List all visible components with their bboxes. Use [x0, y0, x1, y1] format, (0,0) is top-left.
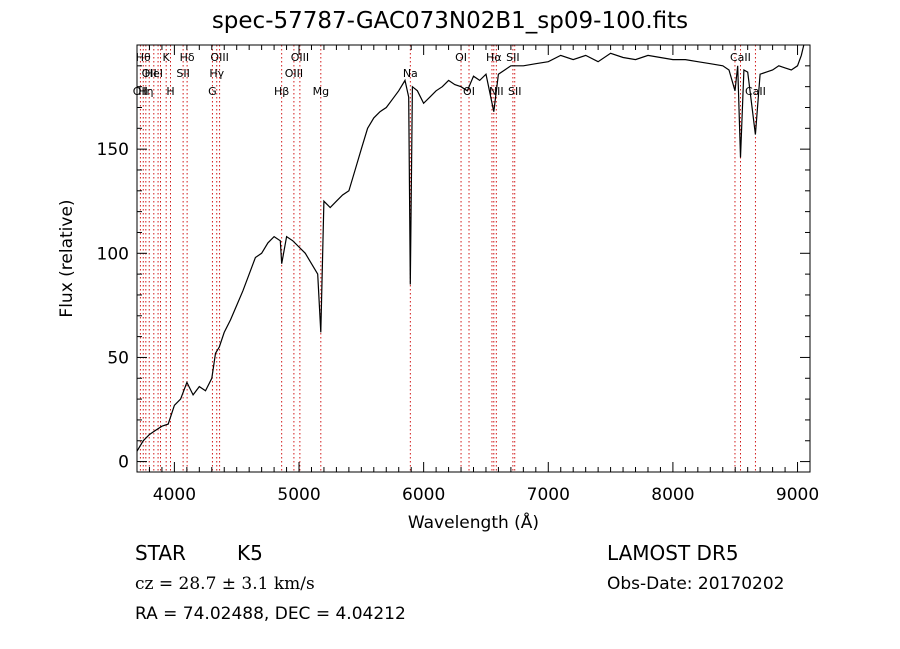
y-tick-label: 150 — [97, 140, 129, 160]
y-tick-label: 100 — [97, 244, 129, 264]
spectrum-series-line — [136, 44, 805, 452]
line-marker-label: K — [163, 51, 171, 64]
axis-ticks: 4000 5000 6000 7000 8000 9000 0 50 100 150 — [97, 45, 819, 505]
chart-title: spec-57787-GAC073N02B1_sp09-100.fits — [211, 8, 689, 34]
x-tick-label: 6000 — [402, 485, 445, 505]
line-marker-label: CaII — [730, 51, 751, 64]
line-marker-label: SII — [176, 67, 189, 80]
line-marker-label: H — [166, 85, 174, 98]
data-release: LAMOST DR5 — [607, 541, 739, 565]
line-marker-label: SII — [508, 85, 521, 98]
line-marker-label: Hβ — [274, 85, 289, 98]
line-marker-label: Hη — [138, 85, 153, 98]
line-marker-label: Mg — [313, 85, 329, 98]
y-tick-label: 0 — [118, 453, 129, 473]
line-marker-label: Hθ — [136, 51, 151, 64]
x-tick-label: 5000 — [277, 485, 320, 505]
x-tick-label: 4000 — [153, 485, 196, 505]
line-markers — [139, 45, 756, 472]
x-tick-label: 7000 — [527, 485, 570, 505]
line-marker-label: Hα — [486, 51, 502, 64]
x-axis-label: Wavelength (Å) — [408, 511, 539, 533]
line-marker-label: Na — [403, 67, 418, 80]
line-marker-label: HeI — [145, 67, 163, 80]
observation-date: Obs-Date: 20170202 — [607, 574, 785, 594]
line-marker-labels: OIIHθHηOIIHeIKHSIIHδGHγOIIIHβOIIIOIIIMgN… — [133, 51, 766, 98]
y-axis-label: Flux (relative) — [57, 199, 77, 317]
x-tick-label: 8000 — [651, 485, 694, 505]
line-marker-label: G — [208, 85, 217, 98]
plot-frame — [136, 44, 811, 473]
object-subclass: K5 — [237, 541, 263, 565]
line-marker-label: Hγ — [209, 67, 224, 80]
line-marker-label: OIII — [285, 67, 303, 80]
line-marker-label: OII — [142, 67, 157, 80]
x-tick-label: 9000 — [776, 485, 819, 505]
object-class: STAR — [135, 541, 186, 565]
line-marker-label: OIII — [210, 51, 228, 64]
line-marker-label: CaII — [745, 85, 766, 98]
line-marker-label: OIII — [291, 51, 309, 64]
line-marker-label: Hδ — [180, 51, 195, 64]
y-tick-label: 50 — [107, 348, 129, 368]
line-marker-label: OI — [455, 51, 467, 64]
line-marker-label: OI — [463, 85, 475, 98]
line-marker-label: SII — [506, 51, 519, 64]
coordinates: RA = 74.02488, DEC = 4.04212 — [135, 604, 406, 624]
redshift-info: cz = 28.7 ± 3.1 km/s — [135, 574, 315, 594]
